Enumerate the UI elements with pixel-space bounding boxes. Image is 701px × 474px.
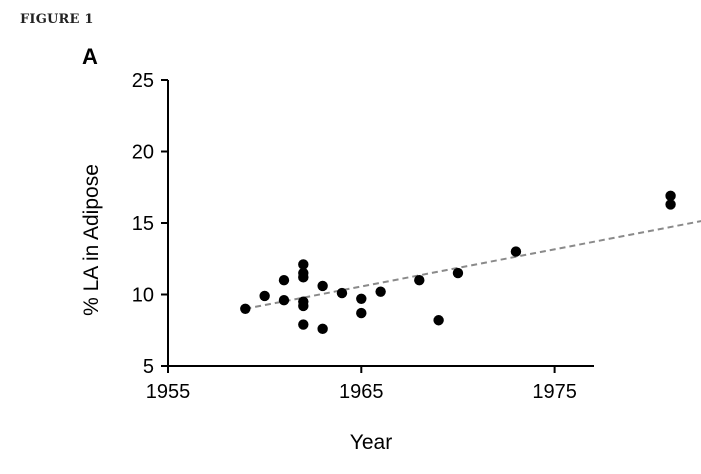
data-point bbox=[356, 293, 367, 304]
x-tick-label: 1955 bbox=[146, 381, 191, 403]
y-axis-title: % LA in Adipose bbox=[80, 164, 103, 316]
data-point bbox=[433, 315, 444, 326]
data-point bbox=[298, 300, 309, 312]
data-point bbox=[452, 267, 464, 279]
data-point bbox=[510, 246, 522, 257]
data-point bbox=[298, 319, 309, 330]
data-point bbox=[278, 295, 290, 306]
trendline bbox=[245, 220, 701, 310]
y-tick-label: 10 bbox=[132, 285, 154, 307]
data-point bbox=[356, 307, 367, 319]
data-point bbox=[259, 290, 270, 302]
y-tick-label: 15 bbox=[132, 213, 154, 235]
trendline-layer bbox=[245, 220, 701, 310]
data-point bbox=[375, 286, 386, 297]
data-point bbox=[317, 323, 328, 335]
data-point bbox=[240, 303, 251, 314]
data-point bbox=[317, 280, 328, 292]
data-point bbox=[298, 272, 309, 283]
y-tick-label: 5 bbox=[143, 356, 154, 378]
x-tick-label: 1975 bbox=[532, 381, 577, 403]
data-points bbox=[240, 190, 676, 335]
data-point bbox=[414, 275, 425, 286]
data-point bbox=[665, 199, 676, 210]
x-axis-title: Year bbox=[350, 431, 392, 454]
y-tick-label: 20 bbox=[132, 142, 154, 164]
figure-label: FIGURE 1 bbox=[20, 12, 94, 27]
x-tick-label: 1965 bbox=[339, 381, 384, 403]
data-point bbox=[298, 259, 309, 270]
panel-label: A bbox=[82, 44, 98, 69]
x-ticks: 195519651975198519952005 bbox=[146, 366, 577, 403]
y-ticks: 5 10 15 20 25 bbox=[132, 70, 168, 378]
data-point bbox=[278, 275, 290, 286]
data-point bbox=[665, 190, 676, 202]
data-point bbox=[336, 287, 348, 299]
y-tick-label: 25 bbox=[132, 70, 154, 92]
